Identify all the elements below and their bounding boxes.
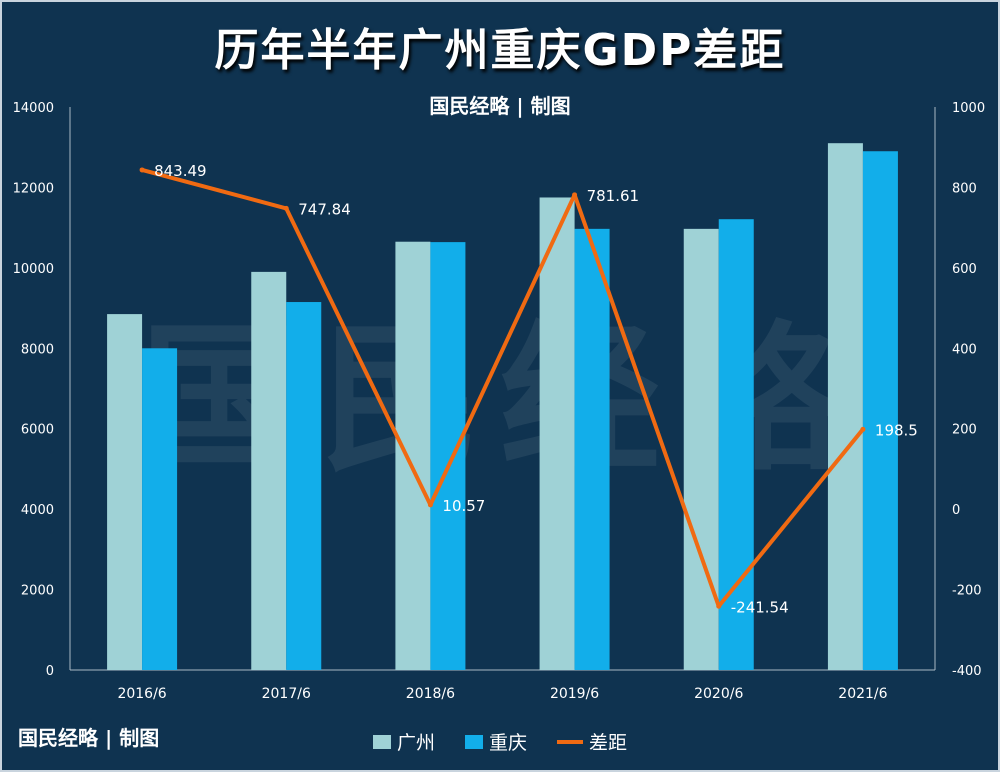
data-label-gap: -241.54 <box>731 598 789 616</box>
legend-swatch-guangzhou <box>372 734 391 749</box>
point-gap <box>860 426 866 432</box>
chart-legend: 广州 重庆 差距 <box>0 728 1000 755</box>
data-label-gap: 198.5 <box>875 421 918 439</box>
data-label-gap: 781.61 <box>587 187 640 205</box>
chart-title: 历年半年广州重庆GDP差距 <box>214 25 786 76</box>
left-tick-label: 8000 <box>21 342 54 357</box>
left-tick-label: 14000 <box>13 101 54 116</box>
legend-label-gap: 差距 <box>589 732 628 754</box>
bar-chongqing <box>862 151 898 670</box>
bar-chongqing <box>142 348 178 670</box>
data-label-gap: 747.84 <box>298 200 351 218</box>
bar-guangzhou <box>107 314 143 670</box>
bar-guangzhou <box>539 197 575 670</box>
legend-item-gap[interactable]: 差距 <box>557 728 627 755</box>
point-gap <box>427 502 433 508</box>
bar-chongqing <box>574 228 610 670</box>
bar-chongqing <box>430 242 466 670</box>
line-gap <box>141 168 865 609</box>
point-gap <box>716 603 722 609</box>
right-tick-label: -200 <box>952 584 982 599</box>
legend-label-chongqing: 重庆 <box>488 732 527 754</box>
right-tick-label: 1000 <box>952 101 985 116</box>
data-label-gap: 10.57 <box>442 497 485 515</box>
left-tick-label: 4000 <box>21 503 54 518</box>
x-tick-label: 2020/6 <box>694 686 743 702</box>
right-tick-label: 800 <box>952 181 977 196</box>
x-tick-label: 2018/6 <box>406 686 455 702</box>
bar-guangzhou <box>251 271 287 670</box>
x-tick-label: 2016/6 <box>117 686 166 702</box>
legend-item-guangzhou[interactable]: 广州 <box>372 728 435 755</box>
chart-subtitle: 国民经略 | 制图 <box>429 94 571 118</box>
x-tick-label: 2017/6 <box>262 686 311 702</box>
point-gap <box>283 205 289 211</box>
point-gap <box>572 192 578 198</box>
bar-guangzhou <box>683 228 719 670</box>
legend-swatch-gap <box>557 739 583 744</box>
legend-label-guangzhou: 广州 <box>396 732 435 754</box>
left-tick-label: 2000 <box>21 584 54 599</box>
right-tick-label: 600 <box>952 262 977 277</box>
bar-guangzhou <box>395 241 431 671</box>
x-tick-label: 2019/6 <box>550 686 599 702</box>
point-gap <box>139 167 145 173</box>
legend-swatch-chongqing <box>464 734 483 749</box>
left-tick-label: 10000 <box>13 262 54 277</box>
bar-chongqing <box>286 302 322 670</box>
x-tick-label: 2021/6 <box>838 686 887 702</box>
bar-chongqing <box>718 219 754 670</box>
legend-item-chongqing[interactable]: 重庆 <box>464 728 527 755</box>
credit-text: 国民经略 | 制图 <box>18 726 160 750</box>
right-tick-label: 400 <box>952 342 977 357</box>
right-tick-label: 200 <box>952 423 977 438</box>
left-tick-label: 0 <box>46 664 54 679</box>
bar-guangzhou <box>827 143 863 670</box>
right-tick-label: 0 <box>952 503 960 518</box>
left-tick-label: 12000 <box>13 181 54 196</box>
left-tick-label: 6000 <box>21 423 54 438</box>
data-label-gap: 843.49 <box>154 162 207 180</box>
right-tick-label: -400 <box>952 664 982 679</box>
